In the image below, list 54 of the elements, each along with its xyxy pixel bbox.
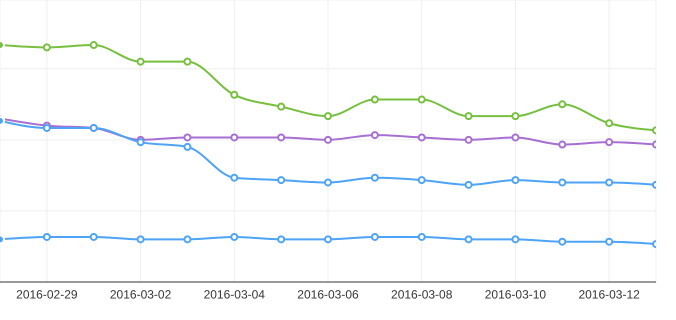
point <box>324 235 332 244</box>
point <box>324 178 332 186</box>
point <box>418 96 426 104</box>
point <box>277 133 286 142</box>
point <box>183 235 192 244</box>
point <box>90 232 98 241</box>
point <box>464 235 473 244</box>
point <box>136 235 145 244</box>
point <box>605 138 614 146</box>
point <box>418 232 426 241</box>
point <box>558 178 566 186</box>
point <box>277 102 286 111</box>
point <box>464 112 473 120</box>
x-tick-label: 2016-03-04 <box>204 288 266 302</box>
point <box>370 96 379 104</box>
point <box>370 131 379 140</box>
point <box>230 174 238 182</box>
point <box>511 176 520 184</box>
point <box>42 43 51 52</box>
point <box>511 133 520 142</box>
point <box>605 238 614 246</box>
point <box>558 238 566 246</box>
point <box>558 100 566 108</box>
point <box>324 112 332 120</box>
point <box>605 178 614 186</box>
point <box>324 136 332 144</box>
point <box>418 176 426 184</box>
point <box>136 138 145 146</box>
point <box>277 176 286 184</box>
x-tick-label: 2016-02-29 <box>16 288 78 302</box>
point <box>42 232 51 241</box>
point <box>511 235 520 244</box>
x-tick-label: 2016-03-08 <box>391 288 453 302</box>
x-tick-label: 2016-03-10 <box>484 288 546 302</box>
point <box>277 235 286 244</box>
x-tick-label: 2016-03-12 <box>578 288 640 302</box>
point <box>136 58 145 66</box>
point <box>370 174 379 182</box>
point <box>464 180 473 189</box>
x-tick-label: 2016-03-06 <box>297 288 360 302</box>
point <box>464 136 473 144</box>
point <box>605 119 614 128</box>
point <box>230 232 238 241</box>
point <box>558 140 566 149</box>
point <box>230 90 238 99</box>
point <box>511 112 520 120</box>
point <box>418 133 426 142</box>
point <box>90 41 98 50</box>
point <box>230 133 238 142</box>
point <box>183 142 192 151</box>
point <box>183 133 192 142</box>
x-tick-label: 2016-03-02 <box>110 288 172 302</box>
point <box>370 232 379 241</box>
point <box>183 58 192 66</box>
